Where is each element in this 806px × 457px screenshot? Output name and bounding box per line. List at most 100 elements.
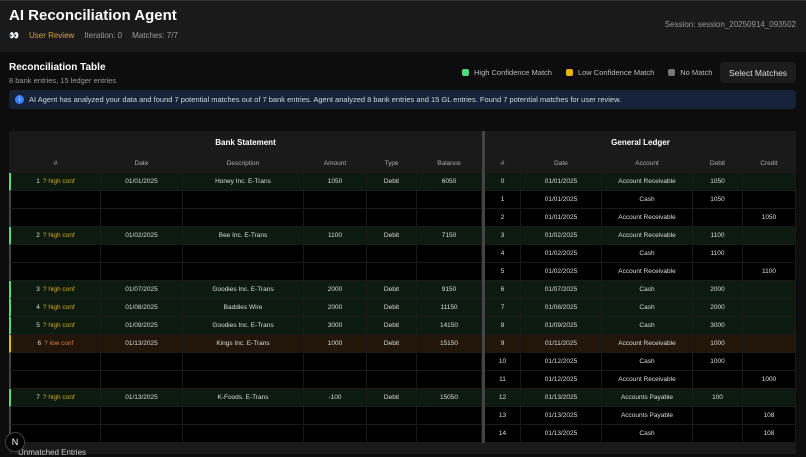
bank-row[interactable]: 5? high conf 01/09/2025 Goodies Inc. E-Tra… (9, 317, 482, 335)
bank-row[interactable]: 6? low conf 01/13/2025 Kings Inc. E-Trans 1… (9, 335, 482, 353)
bank-cell-balance: 6050 (417, 173, 482, 190)
entry-number: 1 (36, 178, 40, 185)
ledger-cell-debit: 2000 (693, 281, 743, 298)
bank-cell-balance (417, 263, 482, 280)
ledger-cell-credit: 108 (743, 425, 796, 442)
bank-row[interactable]: 7? high conf 01/13/2025 K-Foods. E-Trans -1… (9, 389, 482, 407)
bank-cell-date (101, 191, 183, 208)
ledger-cell-credit: 1000 (743, 371, 796, 388)
bank-cell-date: 01/09/2025 (101, 317, 183, 334)
ledger-row[interactable]: 7 01/08/2025 Cash 2000 (485, 299, 796, 317)
ledger-cell-credit (743, 191, 796, 208)
bank-cell-amount: 2000 (304, 299, 367, 316)
bank-cell-balance (417, 191, 482, 208)
bank-row[interactable]: 1? high conf 01/01/2025 Honey Inc. E-Trans… (9, 173, 482, 191)
ledger-cell-credit (743, 317, 796, 334)
confidence-badge: ? high conf (42, 304, 75, 311)
ledger-row[interactable]: 14 01/13/2025 Cash 108 (485, 425, 796, 443)
ledger-row[interactable]: 6 01/07/2025 Cash 2000 (485, 281, 796, 299)
ledger-row[interactable]: 3 01/02/2025 Account Receivable 1100 (485, 227, 796, 245)
ledger-cell-date: 01/12/2025 (521, 353, 602, 370)
entry-number: 6 (37, 340, 42, 347)
bank-statement-table: Bank Statement # Date Description Amount Typ… (9, 131, 482, 443)
bank-num-cell (11, 245, 101, 262)
bank-row[interactable]: 2? high conf 01/02/2025 Bee Inc. E-Trans 11… (9, 227, 482, 245)
confidence-badge: ? high conf (42, 394, 75, 401)
bank-cell-desc (183, 353, 304, 370)
ledger-cell-num: 1 (485, 191, 521, 208)
ledger-cell-account: Account Receivable (602, 371, 693, 388)
bank-cell-type (367, 209, 417, 226)
general-ledger-table: General Ledger # Date Account Debit Credit 0 0… (482, 131, 796, 443)
ledger-cell-date: 01/09/2025 (521, 317, 602, 334)
ledger-cell-account: Cash (602, 425, 693, 442)
ledger-cell-debit: 1000 (693, 335, 743, 352)
bank-cell-type (367, 245, 417, 262)
ledger-row[interactable]: 5 01/02/2025 Account Receivable 1100 (485, 263, 796, 281)
ledger-cell-debit: 1050 (693, 191, 743, 208)
entry-number: 4 (36, 304, 40, 311)
ledger-cell-num: 2 (485, 209, 521, 226)
entry-number: 5 (36, 322, 40, 329)
ledger-cell-account: Cash (602, 245, 693, 262)
column-header: Balance (417, 154, 482, 172)
legend-swatch (462, 69, 469, 76)
bank-cell-date (101, 245, 183, 262)
ledger-cell-account: Accounts Payable (602, 407, 693, 424)
section-title: Reconciliation Table (9, 62, 106, 73)
bank-cell-amount: 1050 (304, 173, 367, 190)
ledger-cell-account: Account Receivable (602, 227, 693, 244)
bank-row[interactable]: 4? high conf 01/08/2025 Baddies Wire 2000 De… (9, 299, 482, 317)
app-title: AI Reconciliation Agent (9, 7, 177, 24)
bank-cell-balance (417, 209, 482, 226)
ledger-cell-date: 01/13/2025 (521, 407, 602, 424)
confidence-badge: ? high conf (42, 322, 75, 329)
ledger-cell-debit (693, 425, 743, 442)
bank-empty-row (9, 263, 482, 281)
bank-cell-balance: 7150 (417, 227, 482, 244)
ledger-cell-account: Accounts Payable (602, 389, 693, 406)
ledger-cell-date: 01/02/2025 (521, 245, 602, 262)
ledger-row[interactable]: 0 01/01/2025 Account Receivable 1050 (485, 173, 796, 191)
ledger-cell-credit (743, 245, 796, 262)
general-ledger-title: General Ledger (485, 131, 796, 154)
entry-number: 3 (36, 286, 40, 293)
bank-cell-amount (304, 353, 367, 370)
ledger-cell-date: 01/12/2025 (521, 371, 602, 388)
bank-cell-desc (183, 371, 304, 388)
bank-cell-desc (183, 425, 304, 442)
bank-num-cell: 4? high conf (11, 299, 101, 316)
ledger-row[interactable]: 9 01/11/2025 Account Receivable 1000 (485, 335, 796, 353)
entry-number: 2 (36, 232, 40, 239)
ledger-row[interactable]: 11 01/12/2025 Account Receivable 1000 (485, 371, 796, 389)
ledger-row[interactable]: 8 01/09/2025 Cash 3000 (485, 317, 796, 335)
dev-tools-button[interactable]: N (5, 432, 25, 452)
ledger-cell-debit (693, 263, 743, 280)
ledger-row[interactable]: 12 01/13/2025 Accounts Payable 100 (485, 389, 796, 407)
ledger-row[interactable]: 2 01/01/2025 Account Receivable 1050 (485, 209, 796, 227)
bank-cell-date (101, 407, 183, 424)
bank-cell-date: 01/13/2025 (101, 335, 183, 352)
bank-cell-date: 01/08/2025 (101, 299, 183, 316)
ledger-row[interactable]: 13 01/13/2025 Accounts Payable 108 (485, 407, 796, 425)
bank-num-cell: 3? high conf (11, 281, 101, 298)
bank-row[interactable]: 3? high conf 01/07/2025 Goodies Inc. E-Tra… (9, 281, 482, 299)
ledger-cell-credit (743, 389, 796, 406)
ledger-row[interactable]: 4 01/02/2025 Cash 1100 (485, 245, 796, 263)
ledger-row[interactable]: 1 01/01/2025 Cash 1050 (485, 191, 796, 209)
bank-header-row: # Date Description Amount Type Balance (9, 154, 482, 173)
legend-swatch (668, 69, 676, 76)
bank-cell-desc: Kings Inc. E-Trans (183, 335, 304, 352)
select-matches-button[interactable]: Select Matches (720, 62, 796, 83)
bank-cell-amount: -100 (304, 389, 367, 406)
bank-cell-amount (304, 425, 367, 442)
ledger-row[interactable]: 10 01/12/2025 Cash 1000 (485, 353, 796, 371)
legend-item: No Match (668, 68, 712, 77)
ledger-cell-num: 4 (485, 245, 521, 262)
bank-cell-amount: 1100 (304, 227, 367, 244)
column-header: Type (367, 154, 417, 172)
ledger-cell-date: 01/02/2025 (521, 227, 602, 244)
matches-count: Matches: 7/7 (132, 31, 178, 40)
ledger-cell-account: Cash (602, 317, 693, 334)
bank-cell-amount (304, 245, 367, 262)
